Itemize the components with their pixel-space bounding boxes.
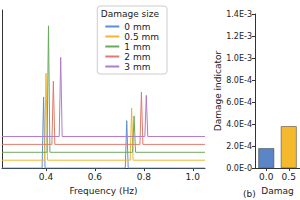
svg-text:0.6: 0.6 — [88, 172, 103, 182]
svg-text:1.4E-3: 1.4E-3 — [226, 10, 252, 19]
svg-text:(b): (b) — [243, 189, 256, 199]
svg-text:1.2E-3: 1.2E-3 — [226, 32, 252, 41]
svg-text:0.5: 0.5 — [282, 172, 296, 182]
svg-text:Frequency (Hz): Frequency (Hz) — [70, 186, 138, 196]
svg-text:0 mm: 0 mm — [124, 22, 150, 32]
svg-text:2.0E-4: 2.0E-4 — [226, 142, 252, 151]
svg-text:3 mm: 3 mm — [124, 62, 150, 72]
svg-text:8.0E-4: 8.0E-4 — [226, 76, 252, 85]
svg-text:1.0E-3: 1.0E-3 — [226, 54, 252, 63]
svg-text:2 mm: 2 mm — [124, 52, 150, 62]
svg-text:Damage size: Damage size — [101, 9, 160, 19]
svg-text:0.0: 0.0 — [259, 172, 274, 182]
svg-text:1.0: 1.0 — [186, 172, 201, 182]
svg-text:Damage indicator: Damage indicator — [213, 51, 223, 132]
svg-text:6.0E-4: 6.0E-4 — [226, 98, 252, 107]
svg-text:0.5 mm: 0.5 mm — [124, 32, 159, 42]
svg-text:1 mm: 1 mm — [124, 42, 150, 52]
svg-text:0.8: 0.8 — [137, 172, 152, 182]
svg-text:4.0E-4: 4.0E-4 — [226, 120, 252, 129]
svg-text:Damag: Damag — [261, 186, 293, 196]
svg-text:0.0E-0: 0.0E-0 — [226, 164, 252, 173]
svg-text:0.4: 0.4 — [39, 172, 54, 182]
